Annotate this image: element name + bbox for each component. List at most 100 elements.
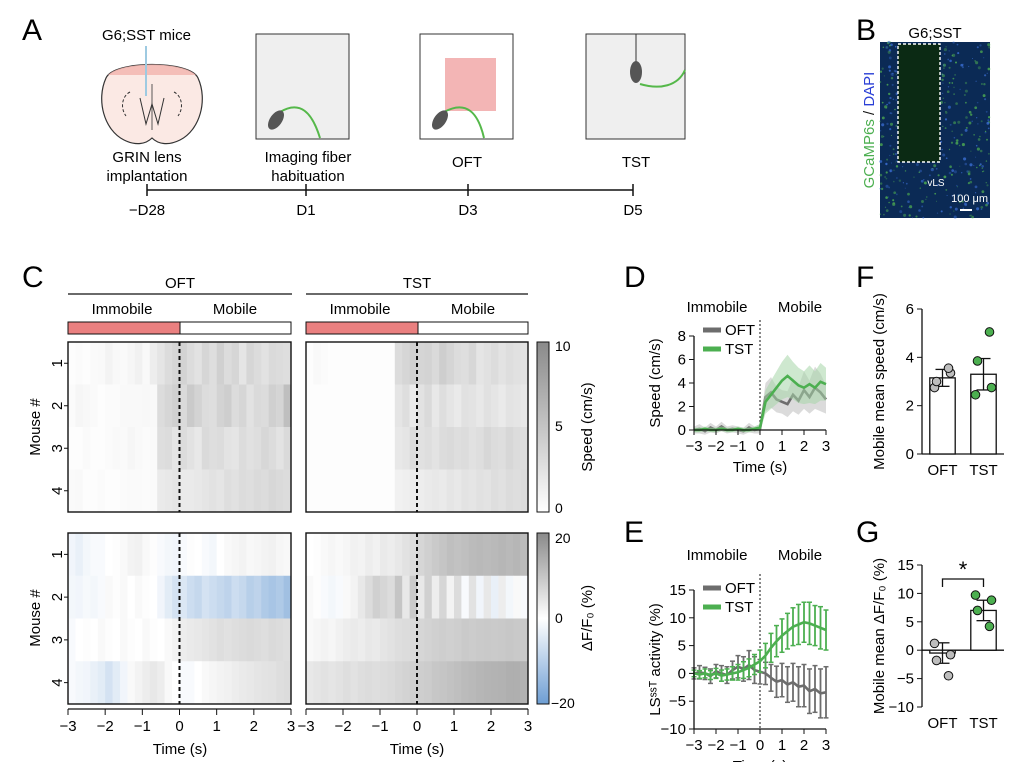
tst-speed-cell — [343, 342, 351, 385]
oft-df-cell — [97, 618, 106, 662]
oft-speed-cell — [127, 384, 136, 428]
tst-speed-cell — [468, 384, 477, 428]
oft-speed-cell — [172, 469, 180, 513]
oft-speed-cell — [194, 469, 203, 513]
tst-speed-cell — [328, 427, 336, 470]
oft-speed-cell — [194, 342, 203, 385]
histology-speckle — [892, 153, 895, 155]
oft-df-cell — [68, 575, 76, 619]
heatmap-x-tick-label: −1 — [371, 718, 388, 735]
oft-df-cell — [120, 618, 128, 662]
histology-speckle — [980, 208, 983, 211]
histology-speckle — [892, 148, 895, 151]
tst-speed-cell — [313, 384, 322, 428]
oft-df-cell — [246, 533, 255, 577]
oft-df-cell — [261, 575, 269, 619]
tst-df-cell — [409, 533, 418, 577]
histology-speckle — [958, 144, 961, 147]
histology-speckle — [940, 210, 943, 213]
histology-speckle — [987, 67, 991, 71]
histology-speckle — [885, 107, 888, 109]
tst-df-cell — [394, 661, 403, 705]
oft-speed-cell — [127, 342, 136, 385]
histology-speckle — [936, 183, 940, 187]
oft-speed-cell — [268, 469, 277, 513]
tst-df-cell — [417, 575, 425, 619]
tst-speed-cell — [387, 384, 396, 428]
histology-speckle — [968, 65, 970, 68]
tst-speed-cell — [409, 342, 418, 385]
histology-speckle — [953, 86, 955, 89]
tst-df-cell — [424, 575, 433, 619]
oft-speed-cell — [179, 384, 188, 428]
oft-df-cell — [134, 661, 143, 705]
oft-speed-cell — [157, 384, 165, 428]
heatmap-oft-speed — [67, 341, 292, 513]
oft-df-cell — [164, 618, 173, 662]
x-tick-label: 2 — [800, 438, 808, 455]
histology-speckle — [975, 156, 977, 158]
tst-speed-cell — [446, 342, 455, 385]
histology-speckle — [895, 70, 898, 73]
oft-speed-cell — [134, 342, 143, 385]
tst-df-cell — [483, 575, 492, 619]
histology-speckle — [969, 163, 973, 167]
tst-speed-cell — [402, 427, 410, 470]
panel-f: F 0 2 4 6 OFT TST Mobile mean speed (cm/s) — [856, 261, 1004, 479]
histology-speckle — [887, 50, 891, 54]
histology-speckle — [942, 153, 946, 157]
histology-speckle — [948, 82, 951, 84]
y-axis-label: Speed (cm/s) — [647, 338, 664, 427]
series-line-tst — [693, 620, 827, 677]
histology-speckle — [953, 170, 957, 174]
oft-df-cell — [246, 661, 255, 705]
oft-speed-cell — [216, 384, 225, 428]
y-tick-label: 0 — [906, 446, 914, 463]
histology-speckle — [925, 198, 927, 200]
oft-df-cell — [231, 661, 240, 705]
tst-speed-cell — [498, 469, 507, 513]
x-tick-label: 0 — [756, 438, 764, 455]
histology-speckle — [879, 160, 883, 163]
tst-df-cell — [380, 575, 388, 619]
tst-speed-cell — [335, 427, 344, 470]
legend-label-oft: OFT — [725, 580, 755, 597]
histology-speckle — [981, 167, 984, 169]
tst-speed-cell — [520, 469, 529, 513]
day-label-4: D5 — [623, 202, 642, 219]
histology-speckle — [892, 201, 896, 205]
heatmap-x-tick-label: −3 — [297, 718, 314, 735]
histology-speckle — [879, 120, 881, 123]
tst-df-cell — [343, 661, 351, 705]
histology-speckle — [928, 174, 931, 177]
oft-speed-cell — [231, 469, 240, 513]
oft-speed-cell — [97, 384, 106, 428]
tst-speed-cell — [380, 342, 388, 385]
oft-df-cell — [276, 575, 284, 619]
oft-df-cell — [134, 575, 143, 619]
histology-speckle — [888, 49, 892, 52]
oft-speed-cell — [112, 342, 121, 385]
histology-speckle — [879, 129, 882, 132]
oft-speed-cell — [216, 427, 225, 470]
oft-speed-cell — [186, 469, 195, 513]
oft-speed-cell — [157, 342, 165, 385]
data-point-tst — [972, 356, 983, 366]
tst-speed-cell — [461, 427, 470, 470]
tst-speed-cell — [491, 469, 499, 513]
data-point-oft — [943, 670, 954, 681]
panel-letter-g: G — [856, 516, 879, 549]
tst-speed-cell — [372, 342, 381, 385]
y-tick-label: 8 — [678, 328, 686, 345]
y-tick-label: 2 — [678, 399, 686, 416]
tst-df-cell — [350, 575, 359, 619]
arena-habituation — [255, 33, 350, 140]
x-tick-label: −3 — [685, 737, 702, 754]
oft-df-cell — [112, 533, 121, 577]
oft-speed-cell — [142, 469, 151, 513]
tst-df-cell — [476, 618, 484, 662]
histology-speckle — [942, 97, 945, 100]
histology-speckle — [924, 181, 927, 185]
oft-df-cell — [75, 575, 84, 619]
